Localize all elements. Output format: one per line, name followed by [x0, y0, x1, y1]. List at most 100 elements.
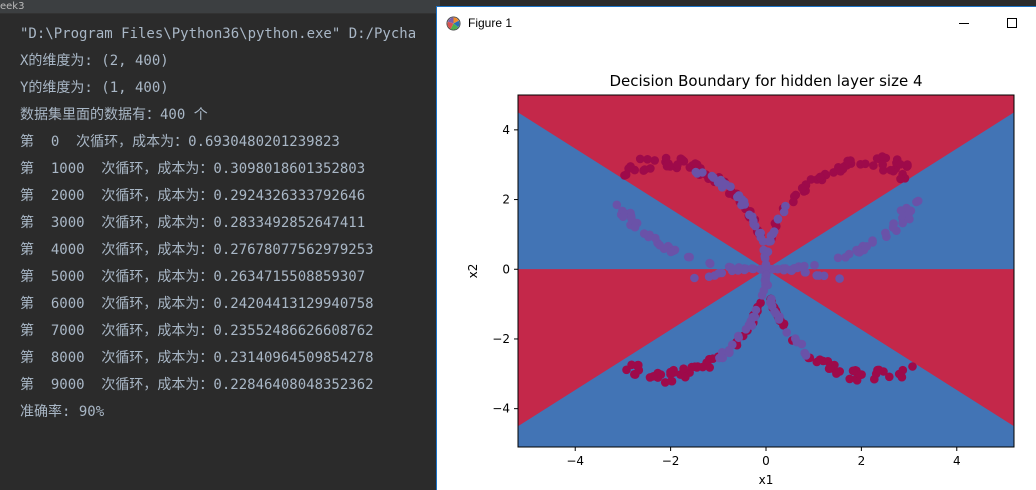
point-class-1	[896, 174, 905, 184]
console-line: 第 9000 次循环，成本为：0.22846408048352362	[20, 377, 374, 393]
point-class-1	[797, 183, 807, 193]
figure-titlebar[interactable]: Figure 1	[437, 7, 1036, 39]
console-line: 准确率: 90%	[20, 404, 105, 420]
point-class-1	[789, 197, 798, 207]
point-class-0	[659, 244, 669, 253]
y-tick-label: −4	[492, 402, 510, 416]
point-class-0	[781, 264, 790, 273]
x-tick-label: −2	[662, 454, 680, 468]
point-class-1	[681, 372, 690, 382]
point-class-1	[627, 360, 636, 370]
figure-window: Figure 1 Decision Boundary for hidden la…	[436, 6, 1036, 490]
point-class-0	[690, 273, 699, 283]
point-class-0	[797, 339, 807, 349]
point-class-0	[725, 348, 734, 358]
point-class-0	[666, 247, 676, 257]
point-class-0	[756, 228, 765, 238]
point-class-1	[815, 355, 825, 365]
point-class-0	[896, 206, 906, 215]
console-line: 第 2000 次循环，成本为：0.2924326333792646	[20, 188, 366, 204]
point-class-0	[835, 274, 844, 283]
point-class-1	[673, 160, 682, 169]
point-class-1	[896, 160, 905, 169]
point-class-0	[810, 260, 819, 270]
point-class-1	[626, 162, 635, 171]
point-class-1	[861, 159, 870, 169]
point-class-0	[868, 238, 877, 247]
point-class-1	[756, 298, 765, 308]
console-line: X的维度为: (2, 400)	[20, 53, 169, 69]
point-class-0	[782, 328, 791, 337]
minimize-button[interactable]	[951, 13, 977, 33]
x-axis-label: x1	[759, 473, 774, 487]
matplotlib-logo-icon	[446, 16, 461, 31]
point-class-0	[759, 286, 769, 295]
point-class-0	[627, 214, 636, 223]
y-tick-label: 2	[502, 193, 510, 207]
figure-title: Figure 1	[468, 16, 513, 30]
point-class-0	[710, 271, 719, 280]
x-tick-label: 4	[953, 454, 961, 468]
point-class-0	[737, 200, 746, 210]
console-tab[interactable]: eek3	[0, 1, 25, 12]
point-class-0	[747, 264, 757, 273]
y-tick-label: 4	[502, 123, 510, 137]
console-line: "D:\Program Files\Python36\python.exe" D…	[20, 26, 417, 42]
console-tabbar: eek3	[0, 0, 440, 14]
console-line: 第 1000 次循环，成本为：0.3098018601352803	[20, 161, 366, 177]
chart-title: Decision Boundary for hidden layer size …	[609, 72, 922, 90]
y-tick-label: 0	[502, 262, 510, 276]
point-class-0	[771, 309, 781, 319]
point-class-0	[741, 325, 751, 334]
point-class-1	[662, 161, 672, 171]
point-class-1	[903, 160, 912, 169]
y-tick-label: −2	[492, 332, 510, 346]
point-class-0	[745, 210, 754, 220]
console-line: 第 5000 次循环，成本为：0.2634715508859307	[20, 269, 366, 285]
point-class-0	[819, 271, 829, 281]
point-class-0	[761, 260, 771, 269]
point-class-1	[640, 165, 649, 174]
red-region-lower	[518, 269, 1014, 427]
decision-boundary-plot: Decision Boundary for hidden layer size …	[466, 72, 1015, 487]
point-class-0	[751, 305, 761, 315]
scatter-points	[612, 152, 923, 387]
point-class-0	[898, 218, 907, 228]
point-class-0	[705, 258, 714, 268]
y-axis-label: x2	[466, 264, 480, 279]
point-class-0	[781, 201, 790, 211]
point-class-0	[751, 221, 760, 231]
point-class-0	[768, 229, 778, 239]
point-class-1	[666, 369, 675, 379]
console-line: 数据集里面的数据有：400 个	[20, 107, 208, 123]
point-class-0	[797, 262, 807, 272]
point-class-1	[660, 378, 670, 387]
point-class-1	[791, 190, 801, 200]
point-class-1	[824, 364, 834, 374]
point-class-0	[773, 214, 783, 224]
point-class-0	[801, 351, 811, 360]
point-class-0	[759, 245, 768, 255]
point-class-1	[691, 159, 700, 168]
point-class-1	[634, 360, 643, 370]
point-class-1	[643, 155, 652, 164]
point-class-0	[639, 229, 649, 238]
console-line: 第 6000 次循环，成本为：0.24204413129940758	[20, 296, 374, 312]
console-output: "D:\Program Files\Python36\python.exe" D…	[0, 15, 440, 490]
watermark: https://blog.csdn.net/Code_girl	[808, 463, 993, 477]
point-class-1	[845, 374, 854, 384]
y-axis-ticks: −4 −2 0 2 4	[492, 123, 518, 416]
point-class-1	[649, 372, 658, 381]
point-class-1	[869, 161, 878, 170]
maximize-button[interactable]	[999, 13, 1025, 33]
point-class-0	[726, 263, 736, 272]
x-axis-ticks: −4 −2 0 2 4	[566, 447, 961, 468]
point-class-0	[913, 196, 923, 206]
console-line: 第 4000 次循环，成本为：0.27678077562979253	[20, 242, 374, 258]
point-class-1	[621, 170, 631, 179]
x-tick-label: 0	[762, 454, 770, 468]
point-class-0	[630, 222, 640, 232]
point-class-1	[815, 172, 825, 182]
point-class-0	[734, 333, 743, 343]
point-class-1	[878, 160, 887, 169]
